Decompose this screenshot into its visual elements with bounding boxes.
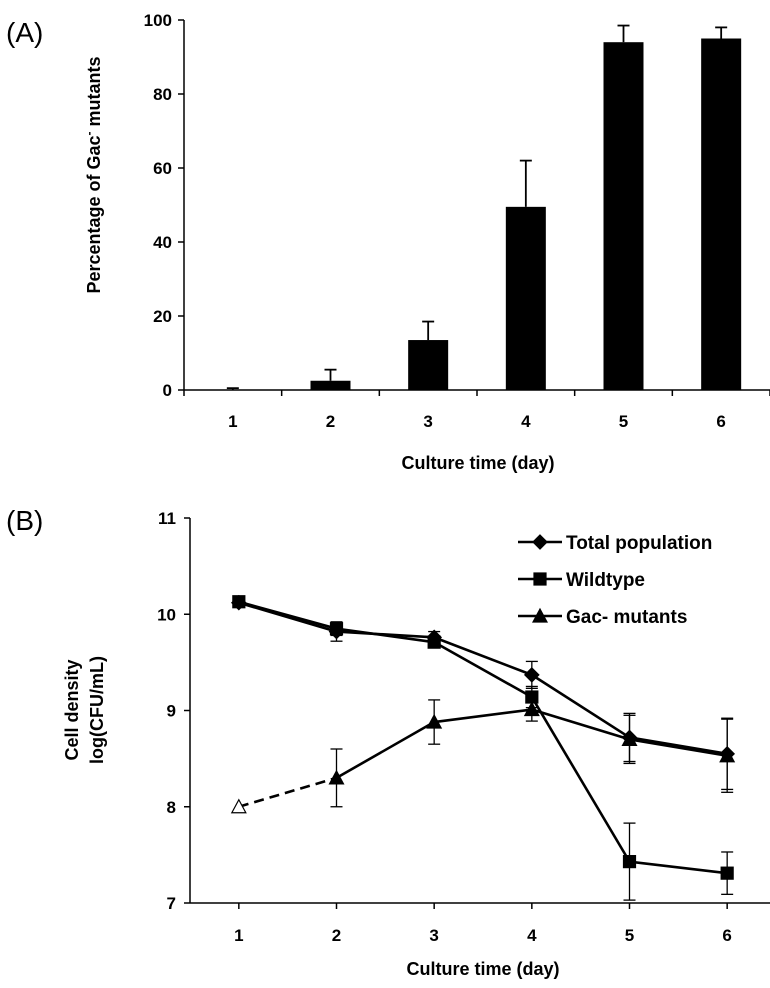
panel-b-series-segment <box>531 708 630 741</box>
legend-marker-diamond <box>532 534 548 550</box>
panel-b-x-tick-label: 6 <box>722 926 731 945</box>
panel-a-bar <box>701 38 742 390</box>
panel-b-series-segment <box>629 860 728 875</box>
panel-b-y-tick-label: 9 <box>167 702 176 721</box>
legend-marker-triangle <box>531 607 549 623</box>
panel-b-series-segment <box>336 627 435 644</box>
panel-a-y-tick-label: 0 <box>163 381 172 400</box>
panel-b-x-tick-label: 4 <box>527 926 537 945</box>
panel-a-x-axis-title: Culture time (day) <box>401 453 554 473</box>
panel-b-data-point <box>622 855 637 869</box>
panel-a-y-tick-label: 60 <box>153 159 172 178</box>
panel-b-y-tick-label: 11 <box>158 509 176 528</box>
panel-a-bar <box>310 380 351 390</box>
panel-a-plot-area: 0 20 40 60 80 100 1 2 3 4 5 6 <box>144 11 770 431</box>
panel-a-y-title-end: mutants <box>84 56 104 131</box>
panel-b-y-tick-label: 7 <box>167 894 176 913</box>
panel-b-series-segment <box>335 720 435 780</box>
panel-b-y-tick-label: 8 <box>167 798 176 817</box>
legend-marker-square <box>533 572 547 586</box>
panel-a-x-tick-label: 5 <box>619 412 628 431</box>
panel-b-series-triangle <box>230 697 736 814</box>
panel-b-x-tick-label: 3 <box>429 926 438 945</box>
panel-b-y-tick-label: 10 <box>157 605 176 624</box>
panel-a-x-tick-label: 3 <box>423 412 432 431</box>
panel-a-y-title-main: Percentage of Gac <box>84 135 104 293</box>
panel-b-legend: Total population Wildtype Gac- mutants <box>518 533 712 628</box>
panel-a-x-tick-label: 2 <box>326 412 335 431</box>
panel-a-y-tick-label: 100 <box>144 11 172 30</box>
panel-b-data-point <box>523 667 540 683</box>
panel-a-bar <box>505 206 546 390</box>
panel-b-data-point <box>427 635 441 649</box>
panel-b-series-segment <box>530 696 631 863</box>
panel-b-data-point <box>329 622 344 636</box>
panel-b-data-point <box>232 595 246 609</box>
panel-a-y-tick-label: 40 <box>153 233 172 252</box>
panel-b-data-point <box>720 866 734 880</box>
panel-a-x-tick-label: 4 <box>521 412 531 431</box>
panel-b-data-point <box>426 713 443 729</box>
panel-a: (A) 0 20 40 60 80 100 1 2 3 4 5 6 Culture time (day… <box>6 11 770 473</box>
panel-a-y-axis-title: Percentage of Gac- mutants <box>82 56 104 293</box>
panel-a-bar <box>408 340 449 390</box>
panel-b-y-axis-title-line2: log(CFU/mL) <box>87 656 107 764</box>
panel-b-data-point <box>523 701 540 717</box>
panel-a-y-tick-label: 20 <box>153 307 172 326</box>
panel-b-series-segment <box>531 673 631 739</box>
panel-b-series-segment <box>238 600 337 630</box>
panel-a-label: (A) <box>6 17 43 48</box>
panel-b-series-segment <box>433 636 533 677</box>
panel-b-x-tick-label: 5 <box>625 926 634 945</box>
panel-b-series-segment <box>629 736 728 756</box>
panel-b-y-axis-title-line1: Cell density <box>62 659 82 760</box>
panel-a-x-tick-label: 6 <box>716 412 725 431</box>
panel-b-data-point <box>621 731 638 746</box>
panel-b-x-axis-title: Culture time (day) <box>406 959 559 979</box>
panel-b-series-segment <box>434 708 532 724</box>
panel-b-data-point <box>328 769 345 785</box>
panel-a-y-tick-label: 80 <box>153 85 172 104</box>
panel-a-y-title-sup: - <box>82 131 96 135</box>
legend-label: Wildtype <box>566 570 645 591</box>
panel-b-x-tick-label: 1 <box>234 926 243 945</box>
panel-b-series-segment <box>629 738 728 758</box>
panel-a-x-tick-label: 1 <box>228 412 237 431</box>
panel-b-x-tick-label: 2 <box>332 926 341 945</box>
legend-label: Total population <box>566 533 712 554</box>
panel-b-series-segment <box>433 641 533 699</box>
panel-b-data-point <box>230 798 247 814</box>
legend-label: Gac- mutants <box>566 607 687 628</box>
panel-b-series-square <box>232 595 734 901</box>
panel-b-series-segment <box>238 776 337 808</box>
panel-b-label: (B) <box>6 505 43 536</box>
panel-a-bar <box>603 42 644 390</box>
panel-b-data-point <box>719 747 736 763</box>
